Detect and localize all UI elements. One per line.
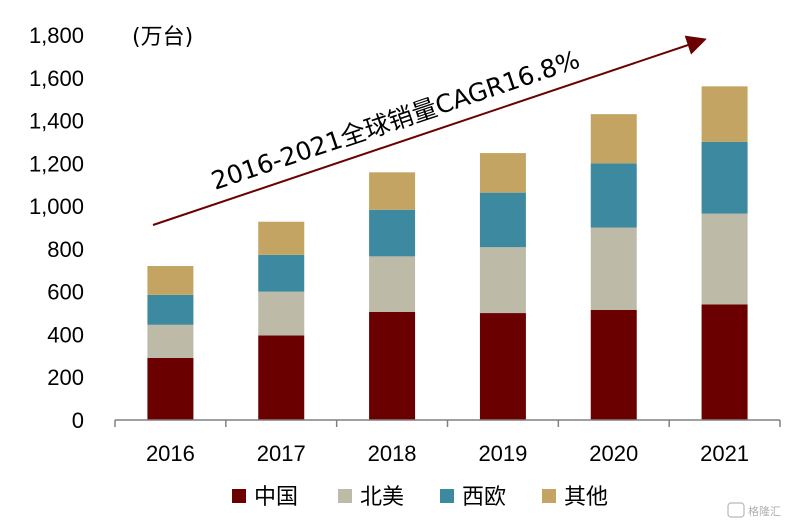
bar-segment-2019-中国 <box>479 313 526 420</box>
y-tick-label: 800 <box>47 237 84 262</box>
x-axis-ticks: 2016 2017 2018 2019 2020 2021 <box>146 441 749 466</box>
bar-segment-2017-中国 <box>258 335 305 420</box>
bar-segment-2016-北美 <box>147 324 194 358</box>
y-tick-label: 600 <box>47 280 84 305</box>
bar-segment-2021-中国 <box>701 304 748 420</box>
bar-segment-2020-中国 <box>590 309 637 420</box>
y-tick-label: 1,400 <box>29 109 84 134</box>
y-axis-unit-label: (万台) <box>132 25 193 50</box>
bar-segment-2019-西欧 <box>479 192 526 248</box>
watermark: 格隆汇 <box>727 502 781 518</box>
bar-segment-2021-西欧 <box>701 141 748 214</box>
y-tick-label: 400 <box>47 322 84 347</box>
y-tick-label: 1,000 <box>29 194 84 219</box>
watermark-text: 格隆汇 <box>748 504 781 518</box>
x-tick-label: 2016 <box>146 441 195 466</box>
bar-segment-2017-西欧 <box>258 254 305 292</box>
legend-label: 北美 <box>360 485 404 510</box>
bar-segment-2017-其他 <box>258 221 305 255</box>
y-axis-ticks: 0 200 400 600 800 1,000 1,200 1,400 1,600 1,800 <box>29 23 84 433</box>
trend-arrow-line <box>152 35 707 226</box>
bar-segment-2018-中国 <box>369 311 416 420</box>
legend-swatch-其他 <box>542 489 556 503</box>
watermark-logo-icon <box>727 502 745 518</box>
bar-segment-2018-其他 <box>369 172 416 210</box>
bar-segment-2020-西欧 <box>590 163 637 228</box>
y-tick-label: 1,600 <box>29 66 84 91</box>
bar-segment-2018-西欧 <box>369 209 416 257</box>
bar-segment-2020-其他 <box>590 114 637 164</box>
legend-swatch-北美 <box>338 489 352 503</box>
bar-segment-2021-其他 <box>701 86 748 142</box>
legend: 中国 北美 西欧 其他 <box>232 485 608 510</box>
legend-swatch-西欧 <box>440 489 454 503</box>
bar-segment-2020-北美 <box>590 227 637 310</box>
y-tick-label: 200 <box>47 365 84 390</box>
legend-swatch-中国 <box>232 489 246 503</box>
legend-label: 西欧 <box>462 485 506 510</box>
y-tick-label: 1,800 <box>29 23 84 48</box>
x-tick-label: 2017 <box>257 441 306 466</box>
x-tick-label: 2021 <box>700 441 749 466</box>
bar-segment-2017-北美 <box>258 291 305 336</box>
bar-segment-2016-中国 <box>147 357 194 420</box>
legend-label: 中国 <box>254 485 298 510</box>
bar-segment-2019-北美 <box>479 247 526 314</box>
x-tick-label: 2020 <box>589 441 638 466</box>
axes <box>114 419 781 427</box>
y-tick-label: 0 <box>72 408 84 433</box>
bar-segment-2016-其他 <box>147 266 194 295</box>
bar-segment-2019-其他 <box>479 153 526 193</box>
bars <box>147 86 748 420</box>
bar-segment-2021-北美 <box>701 213 748 305</box>
y-tick-label: 1,200 <box>29 151 84 176</box>
legend-label: 其他 <box>564 485 608 510</box>
x-tick-label: 2018 <box>368 441 417 466</box>
bar-segment-2018-北美 <box>369 256 416 312</box>
x-tick-label: 2019 <box>478 441 527 466</box>
bar-segment-2016-西欧 <box>147 294 194 325</box>
